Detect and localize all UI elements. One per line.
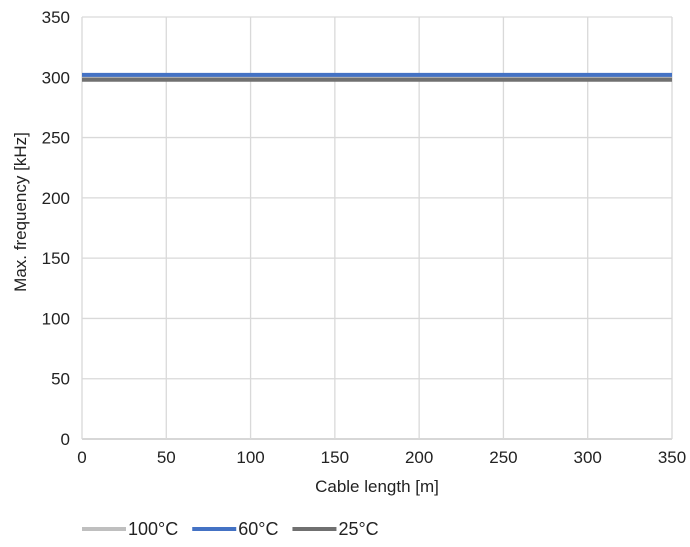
y-axis-title: Max. frequency [kHz]: [11, 132, 30, 292]
series-lines: [82, 72, 672, 82]
y-tick-label: 50: [51, 370, 70, 389]
x-tick-label: 100: [236, 448, 264, 467]
legend-label: 60°C: [238, 519, 278, 539]
y-tick-label: 300: [42, 68, 70, 87]
legend: 100°C 60°C 25°C: [82, 519, 379, 539]
grid-lines: [81, 16, 673, 440]
legend-label: 25°C: [338, 519, 378, 539]
legend-label: 100°C: [128, 519, 178, 539]
y-tick-label: 350: [42, 8, 70, 27]
x-tick-label: 300: [574, 448, 602, 467]
x-tick-label: 50: [157, 448, 176, 467]
x-tick-label: 250: [489, 448, 517, 467]
x-tick-label: 350: [658, 448, 686, 467]
y-tick-label: 200: [42, 189, 70, 208]
y-tick-label: 100: [42, 309, 70, 328]
tick-labels: 0 50 100 150 200 250 300 350 0 50 100 150 200 250 300 3…: [42, 8, 687, 467]
x-tick-label: 200: [405, 448, 433, 467]
x-axis-title: Cable length [m]: [315, 477, 439, 496]
x-tick-label: 150: [321, 448, 349, 467]
y-tick-label: 250: [42, 129, 70, 148]
y-tick-label: 0: [61, 430, 70, 449]
y-tick-label: 150: [42, 249, 70, 268]
x-tick-label: 0: [77, 448, 86, 467]
